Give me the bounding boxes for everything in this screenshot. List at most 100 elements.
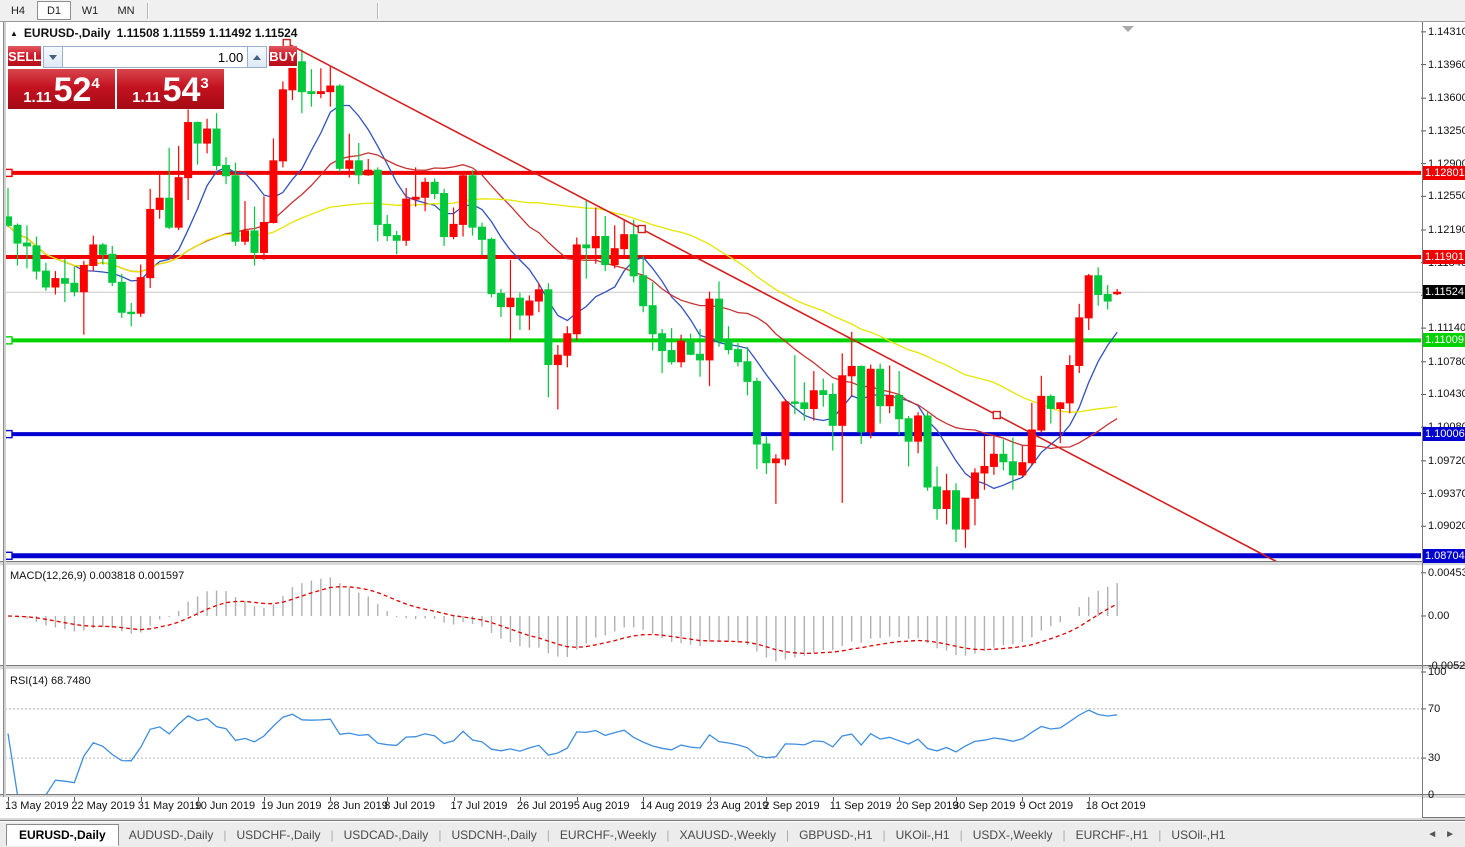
bull-candle[interactable] [771,458,780,464]
bear-candle[interactable] [440,193,449,238]
bear-candle[interactable] [307,91,316,95]
bull-candle[interactable] [269,160,278,224]
timeframe-h4-button[interactable]: H4 [10,4,26,17]
bear-candle[interactable] [98,244,107,255]
bear-candle[interactable] [639,275,648,307]
chart-tab-gbpusd-h1[interactable]: GBPUSD-,H1 [799,827,873,842]
bull-candle[interactable] [241,230,249,242]
bull-candle[interactable] [364,169,373,176]
volume-increase-button[interactable] [247,47,267,67]
bull-candle[interactable] [942,490,951,509]
chart-tab-eurchf-weekly[interactable]: EURCHF-,Weekly [559,827,657,842]
bear-candle[interactable] [762,443,771,464]
descending-trendline[interactable] [286,42,1421,564]
bull-candle[interactable] [411,196,420,200]
bear-candle[interactable] [667,350,676,363]
bear-candle[interactable] [933,486,942,509]
bear-candle[interactable] [629,234,638,277]
bull-candle[interactable] [781,401,790,460]
time-axis[interactable]: 13 May 2019 22 May 2019 31 May 2019 10 Jun … [0,797,1422,818]
bear-candle[interactable] [250,230,259,253]
bull-candle[interactable] [572,244,581,335]
bull-candle[interactable] [345,160,354,169]
bear-candle[interactable] [297,61,306,93]
bull-candle[interactable] [51,278,60,288]
bull-candle[interactable] [449,223,458,238]
volume-decrease-button[interactable] [44,47,64,67]
bear-candle[interactable] [743,361,752,382]
bear-candle[interactable] [392,235,401,241]
bear-candle[interactable] [212,128,221,167]
bull-candle[interactable] [1056,402,1065,409]
bull-candle[interactable] [591,236,600,249]
bear-candle[interactable] [800,402,809,409]
chart-shift-marker-icon[interactable] [1122,26,1134,32]
bull-candle[interactable] [563,333,572,356]
bear-candle[interactable] [733,349,742,363]
bull-candle[interactable] [184,122,193,179]
chart-expand-triangle-icon[interactable]: ▲ [10,28,18,38]
bull-candle[interactable] [459,175,468,225]
bear-candle[interactable] [496,293,505,308]
bull-candle[interactable] [316,91,325,95]
bull-candle[interactable] [203,128,212,144]
bull-candle[interactable] [610,248,619,266]
bear-candle[interactable] [127,311,136,315]
bear-candle[interactable] [478,226,486,240]
line-handle[interactable] [5,551,13,560]
bear-candle[interactable] [876,368,885,407]
bull-candle[interactable] [847,365,856,377]
bull-candle[interactable] [970,472,979,499]
bear-candle[interactable] [515,297,524,316]
chart-tab-usdcad-daily[interactable]: USDCAD-,Daily [343,827,429,842]
bear-candle[interactable] [696,353,705,361]
ma-fast-line[interactable] [7,104,1118,490]
macd-signal-line[interactable] [7,586,1118,655]
bull-candle[interactable] [534,289,543,302]
bull-candle[interactable] [89,244,98,267]
bear-candle[interactable] [686,340,695,355]
bull-candle[interactable] [885,394,894,407]
bear-candle[interactable] [582,244,591,249]
bear-candle[interactable] [952,490,960,530]
bull-candle[interactable] [1084,275,1093,319]
ma-slow-line[interactable] [7,198,1118,413]
chart-tab-usoil-h1[interactable]: USOil-,H1 [1171,827,1226,842]
bear-candle[interactable] [790,401,799,404]
timeframe-mn-button[interactable]: MN [117,4,135,17]
bear-candle[interactable] [715,298,723,341]
price-axis[interactable]: 1.14310 1.13960 1.13600 1.13250 1.12900 1.125… [1422,0,1465,847]
bull-candle[interactable] [705,298,714,361]
bear-candle[interactable] [60,278,69,284]
bear-candle[interactable] [32,245,41,272]
bear-candle[interactable] [601,236,610,266]
bear-candle[interactable] [487,238,496,295]
bull-candle[interactable] [136,277,145,314]
bear-candle[interactable] [1103,293,1112,302]
bull-candle[interactable] [989,453,998,467]
bear-candle[interactable] [373,169,382,225]
bear-candle[interactable] [724,339,733,351]
bear-candle[interactable] [1008,461,1017,476]
line-handle[interactable] [5,168,13,178]
bear-candle[interactable] [231,175,240,242]
bear-candle[interactable] [108,253,117,283]
bear-candle[interactable] [828,393,837,426]
bear-candle[interactable] [468,175,477,228]
bear-candle[interactable] [999,453,1008,463]
tabs-scroll-left-icon[interactable]: ◄ [1427,829,1438,840]
bull-candle[interactable] [326,85,335,93]
timeframe-d1-button[interactable]: D1 [37,1,71,20]
bear-candle[interactable] [819,390,828,395]
bear-candle[interactable] [117,281,126,313]
bull-candle[interactable] [838,375,847,426]
bull-candle[interactable] [866,368,875,433]
chart-tab-usdx-weekly[interactable]: USDX-,Weekly [972,827,1053,842]
sell-price-tile[interactable]: 1.11 52 4 [8,69,115,109]
bull-candle[interactable] [1075,317,1084,367]
buy-button[interactable]: BUY [269,46,297,68]
bear-candle[interactable] [923,415,932,488]
trendline-handle[interactable] [637,224,646,234]
bear-candle[interactable] [354,160,363,176]
chart-tab-eurusd-daily[interactable]: EURUSD-,Daily [6,823,119,846]
